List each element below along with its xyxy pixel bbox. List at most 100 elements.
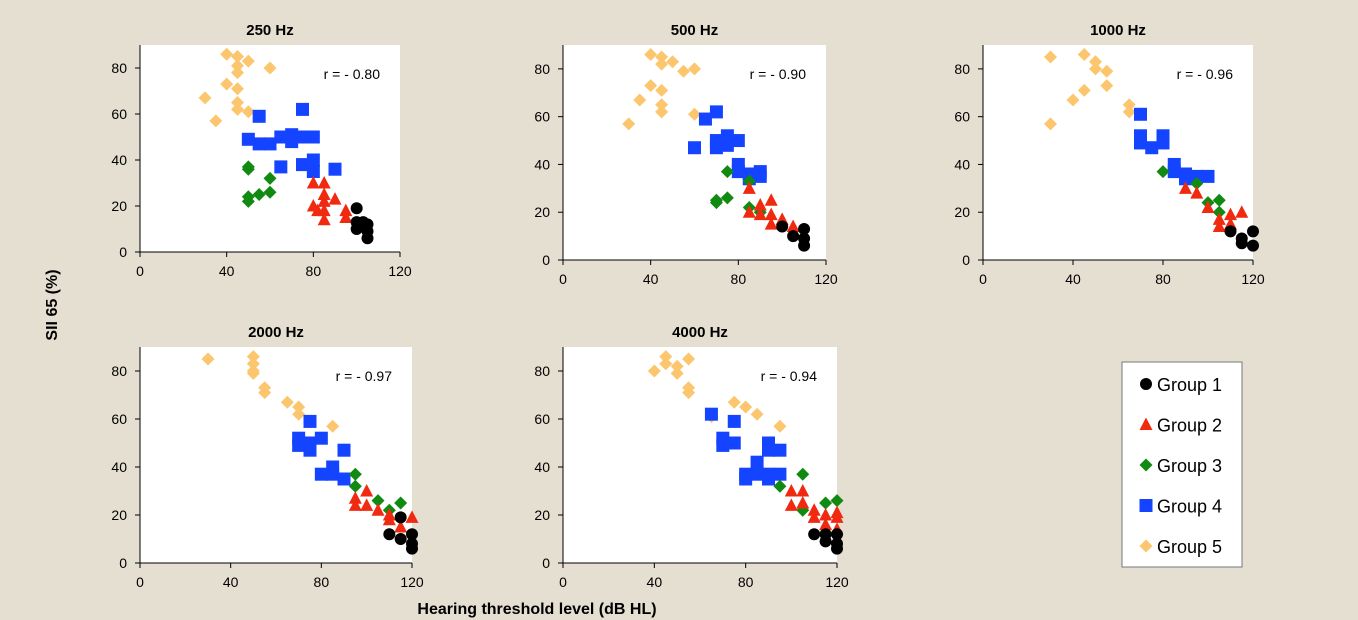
data-point xyxy=(1167,165,1181,179)
data-point xyxy=(739,472,753,486)
data-point xyxy=(704,407,718,421)
data-point xyxy=(296,130,309,144)
y-tick-label: 40 xyxy=(111,459,127,475)
figure-y-axis-label: SII 65 (%) xyxy=(44,269,61,340)
data-point xyxy=(786,219,800,233)
legend: Group 1 Group 2 Group 3 Group 4 Group 5 xyxy=(1121,361,1243,568)
data-point xyxy=(306,130,320,144)
correlation-annotation: r = - 0.96 xyxy=(1177,66,1234,82)
data-point xyxy=(241,132,255,146)
data-point xyxy=(773,467,787,481)
scatter-panel: 0 20 40 60 80 0 40 80 120 1000 Hz r = - 0.96 xyxy=(954,22,1264,287)
y-tick-label: 40 xyxy=(954,156,970,172)
data-point xyxy=(831,542,843,555)
data-point xyxy=(246,357,260,371)
data-point xyxy=(1235,237,1248,250)
data-point xyxy=(764,193,778,206)
data-point xyxy=(220,47,234,61)
data-point xyxy=(1179,172,1192,186)
data-point xyxy=(666,55,680,69)
data-point xyxy=(1179,181,1192,194)
data-point xyxy=(796,484,810,497)
data-point xyxy=(1134,136,1147,150)
data-point xyxy=(742,181,756,194)
series-group-4 xyxy=(688,105,767,186)
y-tick-label: 0 xyxy=(542,252,550,268)
data-point xyxy=(1139,417,1153,430)
data-point xyxy=(819,535,832,548)
data-point xyxy=(670,359,684,373)
data-point xyxy=(328,162,342,176)
data-point xyxy=(296,158,309,172)
data-point xyxy=(1139,539,1153,553)
data-point xyxy=(819,508,833,521)
data-point xyxy=(317,194,331,207)
data-point xyxy=(303,443,317,457)
data-point xyxy=(1077,48,1091,62)
x-tick-label: 40 xyxy=(1065,271,1081,287)
data-point xyxy=(830,510,844,523)
data-point xyxy=(830,494,844,508)
data-point xyxy=(784,484,798,497)
data-point xyxy=(762,472,775,486)
data-point xyxy=(655,57,669,71)
data-point xyxy=(292,407,306,421)
data-point xyxy=(739,400,753,414)
y-tick-label: 60 xyxy=(111,411,127,427)
data-point xyxy=(1145,141,1159,155)
data-point xyxy=(371,503,385,516)
data-point xyxy=(382,512,396,526)
data-point xyxy=(350,202,363,215)
data-point xyxy=(198,91,212,105)
data-point xyxy=(784,498,798,511)
data-point xyxy=(394,533,407,545)
y-tick-label: 80 xyxy=(954,61,970,77)
data-point xyxy=(698,112,712,126)
data-point xyxy=(328,192,342,205)
series-group-3 xyxy=(1156,165,1226,219)
y-tick-label: 40 xyxy=(534,459,550,475)
data-point xyxy=(727,414,741,428)
data-point xyxy=(659,350,673,364)
data-point xyxy=(796,467,810,481)
data-point xyxy=(231,96,244,109)
data-point xyxy=(731,165,745,179)
data-point xyxy=(383,528,396,541)
y-tick-label: 20 xyxy=(111,507,127,523)
data-point xyxy=(1212,212,1226,225)
legend-item: Group 5 xyxy=(1139,537,1222,557)
y-tick-label: 60 xyxy=(111,106,127,122)
data-point xyxy=(773,419,787,433)
panel-title: 250 Hz xyxy=(246,22,294,39)
data-point xyxy=(348,498,362,511)
data-point xyxy=(306,176,320,189)
panel-title: 500 Hz xyxy=(671,22,719,39)
scatter-panel: 0 20 40 60 80 0 40 80 120 4000 Hz r = - 0.94 xyxy=(534,324,848,590)
x-tick-label: 80 xyxy=(731,271,747,287)
data-point xyxy=(317,176,331,189)
series-group-1 xyxy=(350,202,374,245)
data-point xyxy=(317,187,331,200)
data-point xyxy=(231,59,244,73)
data-point xyxy=(720,165,734,179)
x-tick-label: 80 xyxy=(306,263,322,279)
data-point xyxy=(1212,205,1226,219)
series-group-5 xyxy=(198,47,277,128)
legend-label: Group 2 xyxy=(1157,416,1222,436)
data-point xyxy=(742,174,756,188)
y-tick-label: 0 xyxy=(119,555,127,571)
data-point xyxy=(360,498,374,511)
data-point xyxy=(1044,117,1057,131)
x-tick-label: 0 xyxy=(136,574,144,590)
data-point xyxy=(798,239,811,252)
correlation-annotation: r = - 0.94 xyxy=(761,368,818,384)
data-point xyxy=(1122,98,1136,112)
data-point xyxy=(1190,177,1204,191)
data-point xyxy=(1247,225,1259,238)
data-point xyxy=(231,66,244,80)
series-group-1 xyxy=(1224,225,1259,252)
x-tick-label: 0 xyxy=(136,263,144,279)
series-group-4 xyxy=(704,407,787,486)
data-point xyxy=(655,83,669,97)
data-point xyxy=(655,50,669,64)
